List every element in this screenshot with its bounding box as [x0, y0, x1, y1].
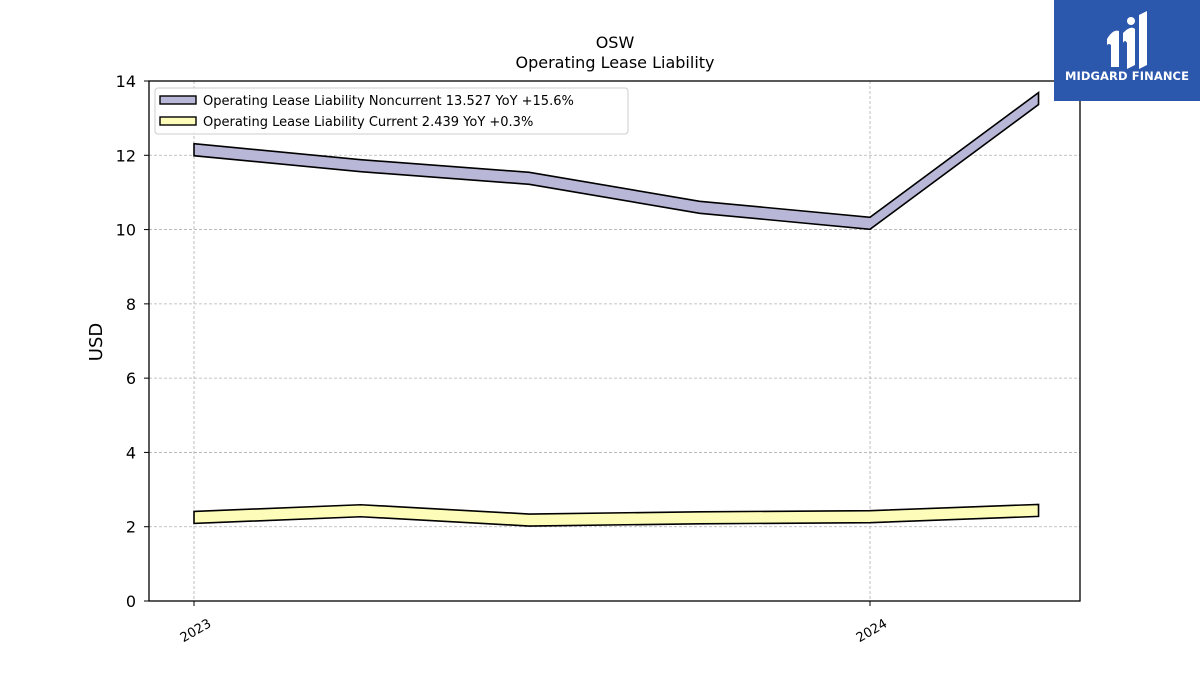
chart-title: OSW — [596, 33, 635, 52]
series-line-noncurrent — [193, 90, 1040, 231]
y-tick-label: 0 — [126, 592, 136, 611]
y-tick-label: 10 — [116, 221, 136, 240]
y-tick-label: 12 — [116, 146, 136, 165]
legend-label-noncurrent: Operating Lease Liability Noncurrent 13.… — [203, 94, 574, 109]
x-axis: 2023 2024 — [178, 601, 890, 646]
chart-subtitle: Operating Lease Liability — [515, 53, 714, 72]
y-tick-label: 6 — [126, 369, 136, 388]
brand-logo: MIDGARD FINANCE — [1054, 0, 1200, 101]
y-tick-label: 8 — [126, 295, 136, 314]
legend: Operating Lease Liability Noncurrent 13.… — [154, 87, 629, 135]
brand-name: MIDGARD FINANCE — [1064, 69, 1190, 83]
plot-frame — [148, 80, 1081, 602]
series-group — [193, 90, 1040, 527]
midgard-logo-icon — [1107, 11, 1147, 70]
legend-swatch-noncurrent — [159, 95, 197, 105]
x-tick-label: 2023 — [178, 616, 214, 646]
series-line-current — [193, 503, 1040, 527]
legend-box — [154, 87, 629, 135]
legend-label-current: Operating Lease Liability Current 2.439 … — [203, 115, 533, 130]
x-tick-label: 2024 — [854, 616, 890, 646]
y-tick-label: 2 — [126, 518, 136, 537]
y-axis-label: USD — [86, 323, 107, 361]
legend-swatch-current — [159, 116, 197, 126]
y-tick-label: 14 — [116, 72, 136, 91]
y-axis: 0 2 4 6 8 10 12 14 — [116, 72, 149, 611]
y-tick-label: 4 — [126, 443, 136, 462]
